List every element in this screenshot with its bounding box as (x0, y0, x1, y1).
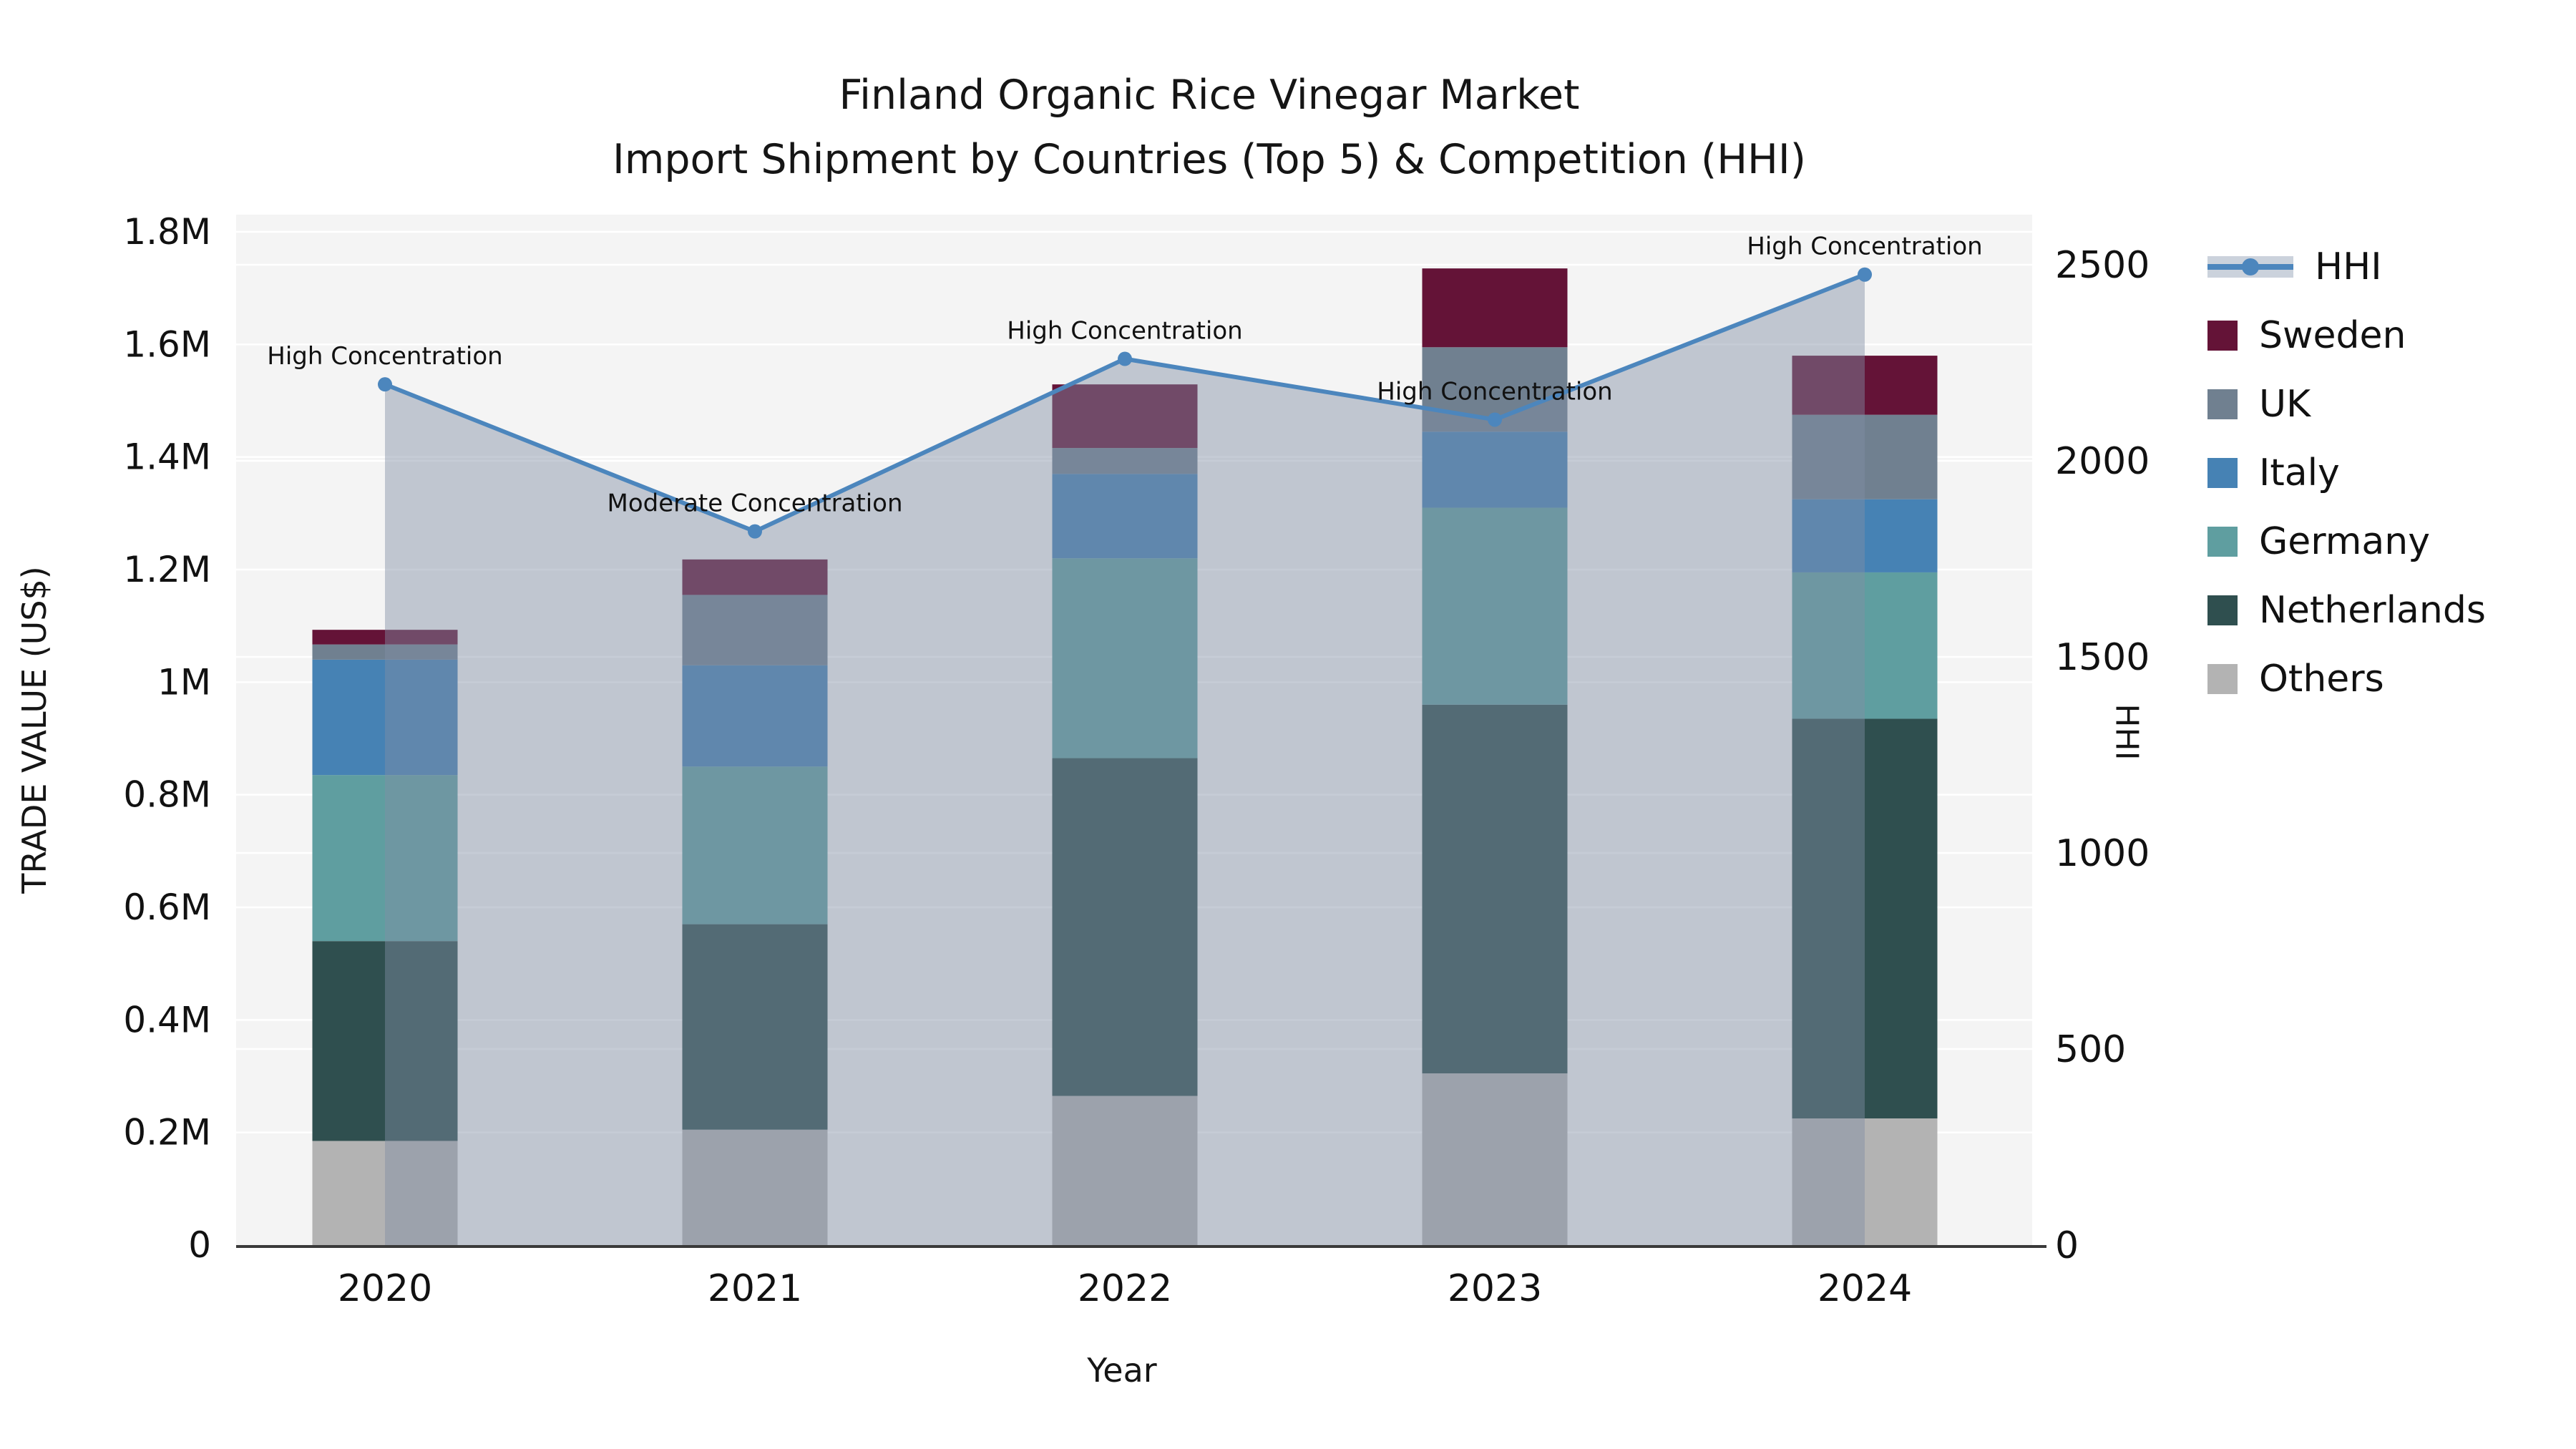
x-tick-label: 2024 (1818, 1267, 1912, 1310)
hhi-area (385, 274, 1865, 1246)
y-right-tick-label: 500 (2055, 1028, 2126, 1071)
legend-label: Netherlands (2259, 589, 2486, 632)
bar-segment-sweden (682, 559, 828, 595)
chart-title-line2: Import Shipment by Countries (Top 5) & C… (613, 136, 1806, 183)
hhi-marker (748, 524, 762, 539)
bar-segment-uk (1052, 448, 1198, 474)
bar-segment-italy (1052, 474, 1198, 559)
bar-segment-italy (1792, 499, 1938, 572)
x-tick-label: 2023 (1448, 1267, 1542, 1310)
bar-segment-germany (1792, 572, 1938, 719)
bar-segment-germany (682, 766, 828, 924)
legend-item-hhi: HHI (2207, 243, 2382, 291)
bar-segment-sweden (312, 630, 458, 645)
bar-segment-italy (1422, 431, 1568, 508)
y-left-tick-label: 1.2M (123, 549, 211, 590)
bar-segment-sweden (1422, 268, 1568, 348)
y-right-tick-label: 0 (2055, 1224, 2079, 1267)
legend-item-italy: Italy (2207, 449, 2340, 497)
annotation: Moderate Concentration (607, 489, 902, 518)
bar-segment-sweden (1052, 384, 1198, 449)
y-right-tick-label: 1500 (2055, 636, 2150, 679)
legend-item-others: Others (2207, 655, 2384, 703)
y-right-tick-label: 1000 (2055, 832, 2150, 875)
legend-label: HHI (2315, 245, 2382, 288)
hhi-marker (378, 377, 392, 392)
hhi-marker (1118, 351, 1132, 366)
bar-segment-others (1792, 1118, 1938, 1245)
y-left-tick-label: 0.2M (123, 1112, 211, 1153)
chart-title: Finland Organic Rice Vinegar Market Impo… (613, 63, 1806, 192)
y-axis-label-right: HHI (2108, 703, 2145, 761)
bar-segment-others (312, 1141, 458, 1245)
bar-segment-germany (1052, 558, 1198, 758)
x-tick-label: 2022 (1078, 1267, 1172, 1310)
bar-segment-italy (682, 665, 828, 767)
x-axis-label: Year (1087, 1351, 1157, 1390)
bar-segment-netherlands (1792, 718, 1938, 1118)
legend-swatch-uk (2207, 389, 2238, 419)
bar-segment-uk (312, 644, 458, 660)
annotation: High Concentration (267, 342, 502, 371)
y-left-tick-label: 0.6M (123, 887, 211, 928)
legend-label: Others (2259, 658, 2384, 701)
legend-item-netherlands: Netherlands (2207, 587, 2486, 634)
y-left-tick-label: 1M (157, 661, 211, 703)
bar-segment-others (1052, 1096, 1198, 1245)
bar-segment-others (682, 1129, 828, 1245)
y-left-tick-label: 0.8M (123, 774, 211, 816)
legend-hhi-line-sample (2207, 256, 2293, 278)
y-left-tick-label: 1.4M (123, 436, 211, 478)
legend-item-uk: UK (2207, 381, 2311, 428)
hhi-marker (1858, 267, 1872, 282)
bar-segment-sweden (1792, 356, 1938, 415)
bar-segment-italy (312, 659, 458, 776)
legend-label: Italy (2259, 452, 2340, 494)
legend-label: UK (2259, 383, 2311, 426)
bar-segment-germany (312, 775, 458, 942)
annotation: High Concentration (1377, 377, 1612, 406)
legend-swatch-others (2207, 664, 2238, 694)
legend-swatch-netherlands (2207, 595, 2238, 625)
bar-segment-netherlands (682, 924, 828, 1130)
annotation: High Concentration (1747, 233, 1982, 261)
legend-swatch-sweden (2207, 321, 2238, 351)
annotation: High Concentration (1007, 317, 1242, 346)
legend-swatch-italy (2207, 458, 2238, 488)
y-left-tick-label: 1.8M (123, 211, 211, 253)
bar-segment-netherlands (1052, 758, 1198, 1096)
bar-segment-germany (1422, 507, 1568, 705)
legend-label: Sweden (2259, 314, 2406, 357)
y-left-tick-label: 0.4M (123, 999, 211, 1040)
legend-item-germany: Germany (2207, 518, 2430, 565)
legend-label: Germany (2259, 520, 2431, 563)
bar-segment-uk (682, 595, 828, 665)
y-right-tick-label: 2000 (2055, 440, 2150, 483)
bar-segment-others (1422, 1073, 1568, 1245)
chart-title-line1: Finland Organic Rice Vinegar Market (839, 72, 1580, 119)
y-axis-label-left: TRADE VALUE (US$) (15, 566, 54, 894)
hhi-marker (1488, 412, 1502, 427)
bar-segment-uk (1792, 414, 1938, 499)
legend-swatch-germany (2207, 527, 2238, 557)
bar-segment-netherlands (312, 941, 458, 1141)
y-right-tick-label: 2500 (2055, 244, 2150, 287)
x-tick-label: 2020 (338, 1267, 432, 1310)
y-left-tick-label: 1.6M (123, 323, 211, 365)
bar-segment-netherlands (1422, 704, 1568, 1074)
y-left-tick-label: 0 (188, 1224, 211, 1266)
x-tick-label: 2021 (708, 1267, 802, 1310)
legend-item-sweden: Sweden (2207, 312, 2406, 359)
